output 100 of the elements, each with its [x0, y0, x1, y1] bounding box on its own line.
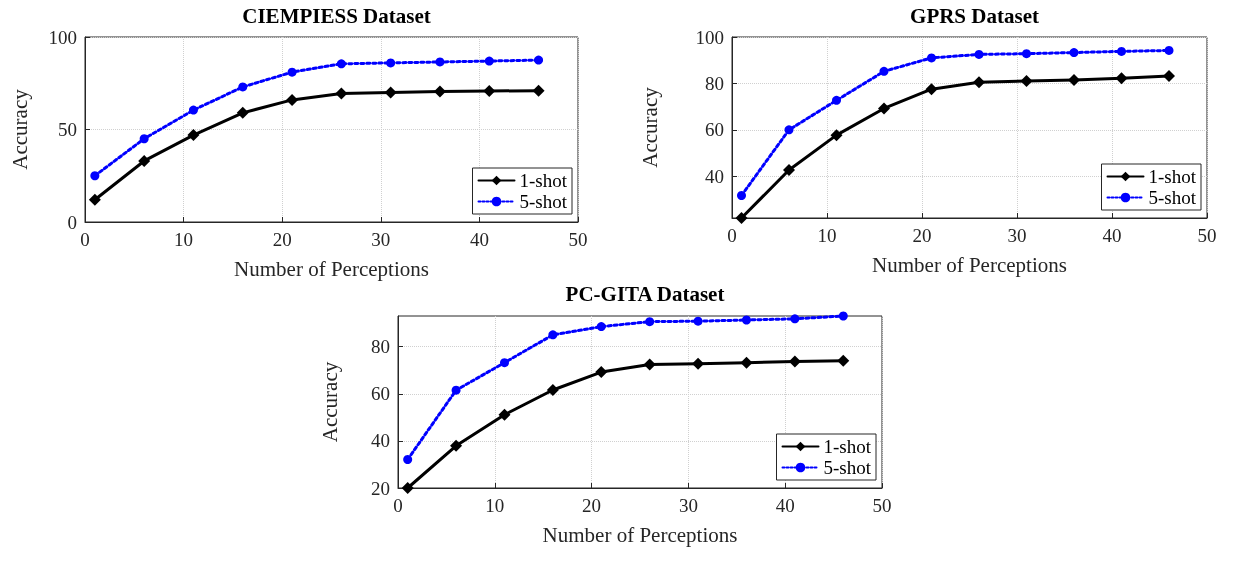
legend-label: 1-shot [519, 170, 568, 191]
point [139, 134, 149, 144]
point [286, 93, 299, 106]
x-tick-label: 30 [371, 229, 391, 250]
y-tick-label: 20 [371, 477, 390, 499]
point [336, 59, 346, 69]
legend-label: 1-shot [823, 436, 872, 457]
point [595, 366, 608, 379]
point [546, 383, 559, 396]
point [532, 84, 545, 97]
point [548, 330, 558, 340]
point [335, 87, 348, 100]
x-tick-label: 30 [1007, 225, 1027, 246]
point [927, 53, 936, 63]
y-axis-title: Accuracy [7, 88, 32, 170]
legend-label: 5-shot [823, 457, 872, 478]
x-axis-title: Number of Perceptions [234, 256, 429, 281]
chart-title: CIEMPIESS Dataset [242, 3, 431, 28]
y-tick-label: 100 [48, 26, 77, 48]
y-tick-label: 100 [695, 26, 724, 48]
x-tick-label: 20 [912, 225, 932, 246]
point [596, 322, 606, 332]
point [1022, 49, 1031, 59]
x-tick-label: 50 [1197, 225, 1217, 246]
x-tick-label: 10 [174, 229, 194, 250]
point [1020, 75, 1033, 88]
chart-title: PC-GITA Dataset [565, 281, 725, 306]
point [1068, 73, 1080, 86]
y-axis-title: Accuracy [637, 86, 662, 168]
x-tick-label: 0 [727, 225, 737, 246]
x-tick-label: 0 [393, 495, 403, 516]
point [1164, 45, 1174, 55]
point [878, 102, 890, 115]
x-tick-label: 20 [272, 229, 292, 250]
y-tick-label: 60 [705, 119, 724, 141]
point [138, 154, 151, 167]
point [386, 58, 396, 68]
point [451, 385, 461, 395]
x-tick-label: 50 [568, 229, 588, 250]
x-tick-label: 20 [582, 495, 602, 516]
point [925, 83, 938, 96]
point [88, 193, 101, 206]
point [384, 86, 397, 99]
point [973, 76, 985, 89]
x-tick-label: 0 [80, 229, 90, 250]
point [484, 56, 494, 66]
point [783, 163, 795, 176]
point [450, 439, 463, 452]
point [1163, 69, 1175, 82]
y-axis-title: Accuracy [317, 361, 342, 443]
point [879, 66, 889, 76]
point [830, 129, 843, 142]
x-tick-label: 50 [872, 495, 892, 516]
x-tick-label: 40 [1102, 225, 1122, 246]
point [1115, 72, 1128, 85]
point [401, 482, 414, 494]
x-tick-label: 10 [485, 495, 505, 516]
y-tick-label: 50 [58, 119, 77, 140]
chart-title: GPRS Dataset [910, 3, 1039, 28]
point [974, 49, 984, 59]
y-tick-label: 80 [371, 336, 390, 358]
y-tick-label: 40 [705, 165, 724, 187]
point [534, 55, 544, 65]
point [643, 358, 656, 371]
y-tick-label: 60 [371, 383, 390, 405]
point [838, 311, 848, 321]
point [90, 171, 100, 181]
point [735, 212, 748, 224]
point [837, 354, 850, 367]
point [287, 67, 297, 77]
x-tick-label: 10 [817, 225, 837, 246]
x-tick-label: 40 [469, 229, 489, 250]
point [236, 106, 249, 119]
point [832, 95, 841, 105]
y-tick-label: 40 [371, 430, 390, 452]
point [498, 408, 511, 421]
point [645, 317, 655, 327]
x-axis-title: Number of Perceptions [542, 522, 738, 547]
x-tick-label: 30 [678, 495, 698, 516]
legend-label: 5-shot [1148, 187, 1197, 208]
point [784, 125, 794, 135]
x-axis-title: Number of Perceptions [872, 252, 1067, 277]
legend-label: 1-shot [1148, 166, 1197, 187]
point [693, 316, 703, 326]
legend-label: 5-shot [519, 191, 568, 212]
point [737, 190, 746, 200]
point [238, 82, 248, 92]
point [435, 57, 445, 67]
point [188, 105, 198, 115]
point [499, 358, 509, 368]
point [790, 314, 800, 324]
point [1069, 48, 1079, 58]
point [788, 355, 801, 368]
point [187, 129, 200, 142]
x-tick-label: 40 [775, 495, 795, 516]
y-tick-label: 80 [705, 72, 724, 94]
point [740, 356, 753, 369]
point [403, 454, 413, 464]
point [741, 315, 751, 325]
point [1117, 46, 1126, 56]
